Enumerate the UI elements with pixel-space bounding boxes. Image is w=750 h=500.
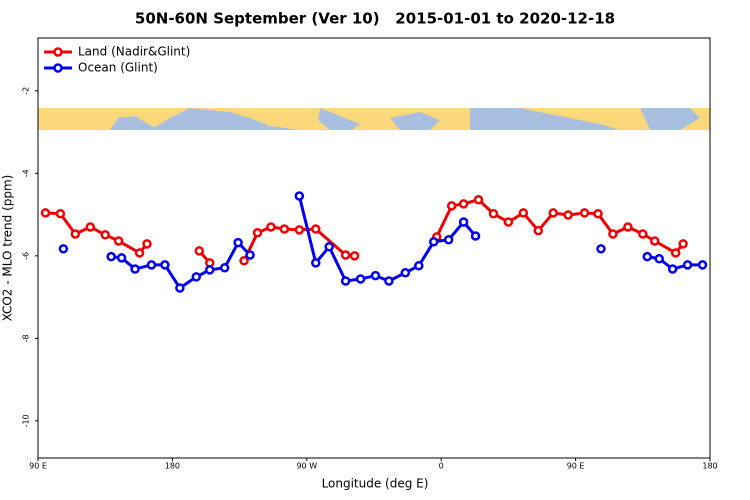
data-point [370, 270, 381, 281]
data-point [649, 236, 660, 246]
data-point [134, 248, 145, 258]
x-tick-label: 0 [439, 462, 444, 471]
legend-label: Land (Nadir&Glint) [78, 45, 190, 59]
data-point [311, 224, 321, 234]
data-point [294, 191, 305, 201]
map-ocean [110, 108, 700, 130]
x-tick-label: 180 [165, 462, 180, 471]
data-point [194, 246, 205, 256]
data-point [116, 253, 127, 263]
x-tick-label: 90 W [296, 462, 317, 471]
y-axis-label: XCO2 - MLO trend (ppm) [1, 175, 15, 322]
data-point [443, 234, 454, 245]
data-point [113, 236, 124, 246]
data-point [488, 209, 499, 219]
data-point [384, 276, 394, 286]
x-tick-label: 90 E [567, 462, 585, 471]
series-line [45, 198, 685, 264]
data-point [294, 225, 305, 235]
data-point [100, 230, 110, 240]
data-point [191, 272, 202, 282]
chart-title: 50N-60N September (Ver 10) 2015-01-01 to… [135, 10, 615, 28]
data-point [340, 250, 351, 260]
data-point [266, 222, 276, 232]
data-point [204, 265, 215, 275]
data-point [533, 225, 544, 236]
data-point [245, 250, 255, 260]
data-point [40, 208, 51, 218]
map-band [38, 108, 710, 130]
data-point [349, 251, 360, 261]
data-point [58, 244, 69, 254]
data-point [563, 210, 573, 220]
data-point [548, 208, 558, 218]
legend-marker [53, 63, 63, 73]
data-point [697, 260, 708, 270]
data-point [130, 264, 140, 274]
x-tick-label: 90 E [29, 462, 47, 471]
legend-marker [53, 47, 63, 57]
data-point [142, 239, 152, 249]
data-point [324, 242, 334, 252]
data-point [623, 222, 633, 232]
data-point [596, 244, 606, 254]
data-point [682, 260, 693, 270]
x-tick-label: 180 [702, 462, 717, 471]
data-point [638, 229, 648, 239]
data-point [579, 208, 590, 218]
y-tick-label: -6 [22, 252, 31, 260]
data-point [518, 208, 529, 218]
data-point [55, 209, 66, 219]
data-point [503, 217, 514, 227]
data-point [340, 276, 351, 286]
data-point [667, 264, 678, 274]
data-point [279, 224, 290, 234]
y-tick-label: -2 [22, 87, 31, 95]
y-tick-label: -4 [22, 169, 31, 177]
data-point [608, 229, 618, 239]
data-point [470, 231, 481, 241]
data-point [446, 201, 457, 211]
legend-label: Ocean (Glint) [78, 61, 158, 75]
data-point [458, 199, 469, 209]
data-point [219, 263, 230, 273]
y-tick-label: -10 [22, 414, 31, 427]
data-point [642, 251, 653, 262]
data-point [160, 260, 170, 270]
plot-frame [37, 37, 711, 459]
data-point [670, 248, 681, 258]
data-point [355, 274, 366, 284]
data-point [473, 194, 484, 205]
data-point [458, 217, 469, 227]
y-tick-label: -8 [22, 334, 31, 342]
data-point [428, 237, 439, 247]
data-point [70, 229, 81, 239]
data-point [239, 256, 249, 266]
data-point [654, 253, 664, 264]
data-point [85, 222, 96, 232]
data-point [400, 268, 411, 278]
data-point [106, 251, 116, 262]
data-point [252, 227, 263, 238]
data-point [311, 258, 321, 268]
data-point [593, 209, 603, 219]
data-point [175, 283, 185, 293]
data-point [678, 239, 688, 249]
data-point [146, 260, 157, 270]
data-point [233, 237, 243, 248]
x-axis-label: Longitude (deg E) [322, 477, 429, 491]
data-point [414, 260, 424, 271]
